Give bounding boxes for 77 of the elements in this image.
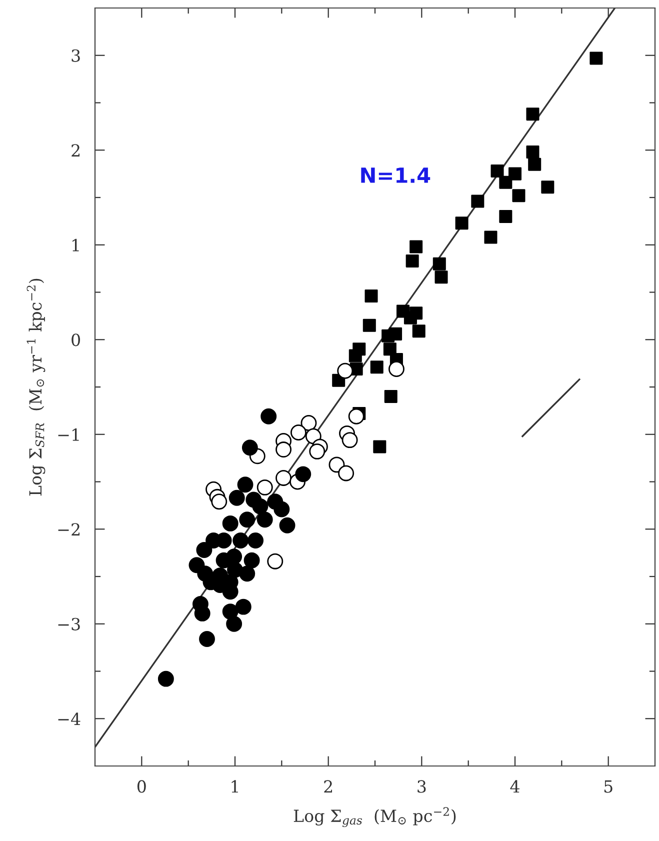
y-tick-label: 0 <box>72 334 80 346</box>
point <box>252 498 268 514</box>
point <box>434 270 448 284</box>
point <box>384 390 398 403</box>
point <box>490 164 504 178</box>
point <box>526 108 540 121</box>
y-tick-label: 1 <box>72 238 79 252</box>
annotation: N=1.4 <box>361 168 430 183</box>
point <box>228 490 245 506</box>
point <box>348 349 362 362</box>
point <box>211 494 228 510</box>
point <box>471 194 484 208</box>
point <box>239 566 256 582</box>
point <box>370 360 384 374</box>
text: Log Σ$_{SFR}$ (M$_{⊙}$ yr$^{−1}$ kpc$^{−2}$) <box>26 278 46 496</box>
point <box>388 361 404 377</box>
point <box>244 552 260 568</box>
x-tick-label: 1 <box>232 780 238 793</box>
y-tick-label: 2 <box>72 144 80 156</box>
y-tick-label: −2 <box>58 523 80 536</box>
point <box>455 216 468 230</box>
point <box>237 476 254 493</box>
point <box>158 670 174 687</box>
point <box>342 432 358 448</box>
point <box>508 167 522 180</box>
point <box>279 517 296 534</box>
point <box>432 257 446 270</box>
point <box>383 342 396 356</box>
point <box>295 466 312 482</box>
point <box>235 598 252 615</box>
point <box>499 176 512 189</box>
point <box>226 616 242 632</box>
point <box>362 318 376 332</box>
point <box>541 180 554 194</box>
x-tick-label: 4 <box>510 780 520 793</box>
point <box>526 146 540 159</box>
point <box>337 362 354 379</box>
point <box>256 479 273 496</box>
point <box>484 230 498 244</box>
point <box>232 532 249 548</box>
point <box>512 189 526 202</box>
x-tick-label: 2 <box>324 780 332 793</box>
point <box>256 512 273 528</box>
x-tick-label: 0 <box>137 780 146 793</box>
point <box>239 512 256 528</box>
x-axis-title: Log Σ$_{gas}$ (M$_{⊙}$ pc$^{−2}$) <box>294 807 456 828</box>
point <box>404 311 417 324</box>
point <box>248 532 264 548</box>
point <box>242 440 258 456</box>
y-tick-label: −4 <box>58 712 80 725</box>
point <box>528 158 542 171</box>
point <box>373 440 386 454</box>
point <box>199 631 215 648</box>
y-tick-label: −3 <box>58 618 80 630</box>
point <box>276 442 292 458</box>
point <box>364 290 378 303</box>
point <box>274 501 290 518</box>
point <box>406 254 419 268</box>
point <box>412 324 426 338</box>
point <box>222 604 238 620</box>
point <box>260 408 277 424</box>
point <box>196 542 212 558</box>
point <box>382 329 395 342</box>
x-tick-label: 3 <box>418 780 426 793</box>
point <box>276 470 292 486</box>
point <box>348 408 364 424</box>
point <box>226 548 242 565</box>
point <box>410 240 423 254</box>
point <box>309 443 326 460</box>
point <box>499 210 512 223</box>
y-tick-label: −1 <box>58 428 79 441</box>
point <box>222 515 238 532</box>
point <box>338 465 354 482</box>
x-tick-label: 5 <box>604 780 612 793</box>
y-tick-label: 3 <box>72 49 80 62</box>
point <box>267 553 284 570</box>
point <box>590 52 603 65</box>
